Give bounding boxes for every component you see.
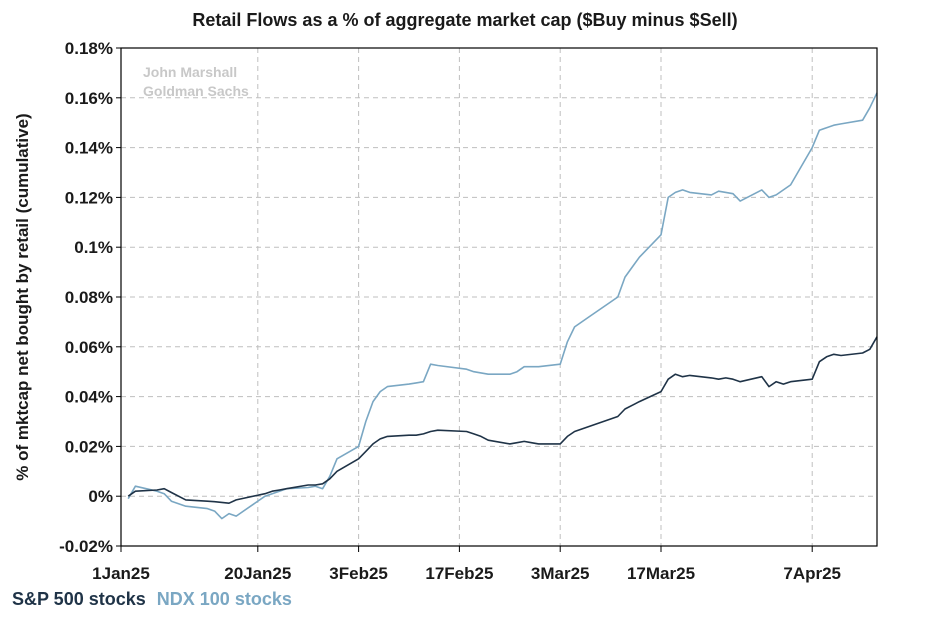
x-tick-label: 17Feb25	[425, 564, 493, 583]
watermark-company: Goldman Sachs	[143, 83, 249, 99]
series-line-s-p-500-stocks	[127, 336, 878, 505]
legend: S&P 500 stocks NDX 100 stocks	[12, 589, 298, 610]
legend-ndx100: NDX 100 stocks	[156, 589, 292, 609]
x-tick-label: 3Feb25	[329, 564, 388, 583]
y-tick-label: 0.18%	[65, 39, 113, 58]
x-tick-label: 1Jan25	[92, 564, 150, 583]
y-tick-label: 0.12%	[65, 188, 113, 207]
series-line-ndx-100-stocks	[127, 92, 878, 520]
y-tick-label: 0.02%	[65, 437, 113, 456]
legend-sp500: S&P 500 stocks	[12, 589, 146, 609]
y-tick-label: 0.1%	[74, 238, 113, 257]
x-tick-label: 3Mar25	[531, 564, 590, 583]
y-tick-label: 0%	[88, 487, 113, 506]
chart-title: Retail Flows as a % of aggregate market …	[192, 10, 737, 30]
y-tick-label: 0.06%	[65, 338, 113, 357]
y-axis-ticks: -0.02% 0% 0.02% 0.04% 0.06% 0.08% 0.1% 0.12% 0.1…	[59, 39, 121, 556]
watermark-author: John Marshall	[143, 64, 237, 80]
y-tick-label: 0.14%	[65, 139, 113, 158]
y-tick-label: 0.16%	[65, 89, 113, 108]
y-tick-label: 0.04%	[65, 388, 113, 407]
x-axis-ticks: 1Jan25 20Jan25 3Feb25 17Feb25 3Mar25 17Mar25 7…	[92, 546, 841, 583]
x-tick-label: 7Apr25	[783, 564, 841, 583]
gridlines	[121, 47, 877, 547]
y-tick-label: -0.02%	[59, 537, 113, 556]
series-lines	[127, 92, 878, 520]
x-tick-label: 17Mar25	[627, 564, 695, 583]
x-tick-label: 20Jan25	[224, 564, 291, 583]
y-axis-label: % of mktcap net bought by retail (cumula…	[13, 113, 32, 480]
y-tick-label: 0.08%	[65, 288, 113, 307]
